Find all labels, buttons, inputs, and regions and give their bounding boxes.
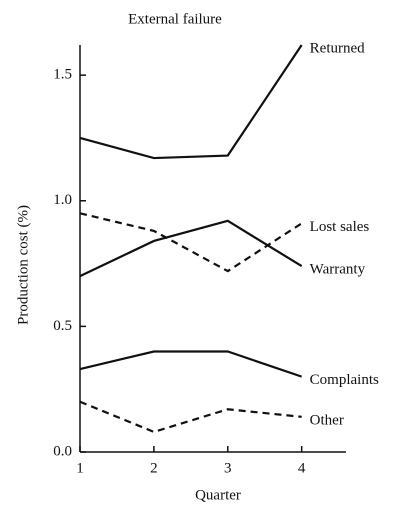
series-label: Warranty — [310, 262, 366, 278]
series-line — [79, 44, 303, 160]
series-line — [79, 400, 302, 434]
chart-title: External failure — [128, 11, 222, 27]
series-line — [79, 212, 303, 273]
y-tick-label: 1.0 — [53, 192, 72, 208]
series-line — [79, 350, 303, 378]
x-tick-label: 4 — [298, 460, 306, 476]
y-tick-label: 0.5 — [53, 318, 72, 334]
series-label: Complaints — [310, 372, 379, 388]
x-tick-label: 2 — [150, 460, 158, 476]
series-label: Lost sales — [310, 219, 370, 235]
series-label: Other — [310, 412, 344, 428]
x-tick-label: 1 — [76, 460, 84, 476]
series-line — [79, 219, 303, 278]
y-tick-label: 0.0 — [53, 443, 72, 459]
x-axis-label: Quarter — [195, 487, 241, 503]
y-axis-label: Production cost (%) — [15, 205, 31, 325]
series-label: Returned — [310, 40, 365, 56]
y-tick-label: 1.5 — [53, 67, 72, 83]
x-tick-label: 3 — [224, 460, 232, 476]
